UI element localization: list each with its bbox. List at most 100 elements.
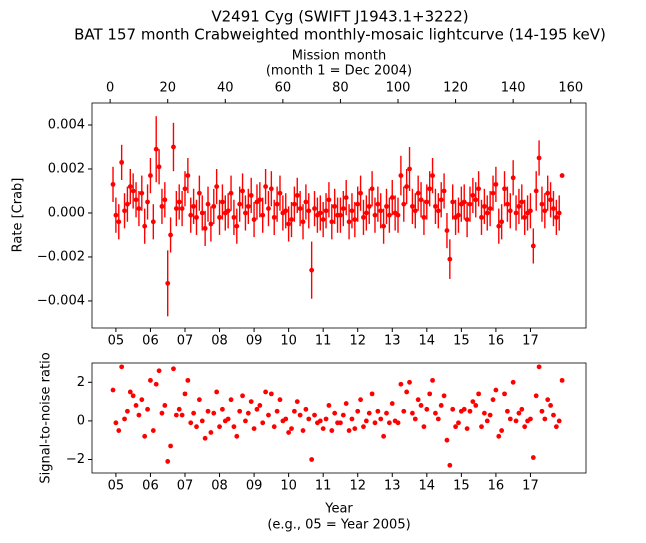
data-point bbox=[113, 212, 119, 218]
data-point bbox=[473, 197, 479, 203]
data-point bbox=[165, 459, 171, 464]
data-point bbox=[484, 418, 490, 424]
data-point bbox=[433, 203, 438, 209]
data-point bbox=[516, 203, 522, 209]
data-point bbox=[502, 391, 507, 397]
x-tick-label: 17 bbox=[522, 334, 539, 349]
data-point bbox=[139, 190, 145, 196]
x-tick-label: 80 bbox=[332, 81, 349, 96]
x-tick-label: 08 bbox=[211, 479, 228, 494]
data-point bbox=[510, 175, 516, 181]
data-point bbox=[199, 210, 205, 216]
data-point bbox=[312, 412, 317, 418]
data-point bbox=[291, 201, 297, 207]
data-point bbox=[122, 416, 127, 422]
data-point bbox=[386, 420, 392, 426]
x-axis-title: Mission month bbox=[292, 49, 387, 64]
x-tick-label: 60 bbox=[275, 81, 292, 96]
data-point bbox=[130, 188, 136, 194]
data-point bbox=[493, 387, 499, 393]
data-point bbox=[481, 203, 487, 209]
data-point bbox=[470, 399, 476, 404]
data-point bbox=[553, 424, 559, 430]
data-point bbox=[453, 424, 458, 430]
data-point bbox=[119, 364, 125, 370]
data-point bbox=[366, 203, 372, 209]
data-point bbox=[211, 203, 217, 209]
data-point bbox=[467, 408, 473, 414]
data-point bbox=[438, 403, 444, 408]
data-point bbox=[487, 412, 493, 418]
data-point bbox=[507, 208, 513, 214]
data-point bbox=[447, 462, 453, 468]
data-point bbox=[553, 214, 559, 220]
data-point bbox=[528, 416, 533, 422]
data-point bbox=[398, 173, 404, 178]
data-point bbox=[266, 412, 271, 418]
data-point bbox=[263, 389, 268, 395]
data-point bbox=[369, 391, 375, 397]
data-point bbox=[248, 192, 254, 198]
x-tick-label: 10 bbox=[280, 334, 297, 349]
data-point bbox=[461, 199, 467, 205]
data-point bbox=[260, 212, 266, 218]
data-point bbox=[188, 420, 194, 426]
data-point bbox=[332, 203, 338, 209]
x-tick-label: 15 bbox=[453, 334, 470, 349]
x-tick-label: 40 bbox=[217, 81, 234, 96]
data-point bbox=[479, 424, 484, 430]
data-point bbox=[127, 389, 133, 395]
data-point bbox=[505, 201, 510, 207]
data-point bbox=[148, 377, 153, 383]
data-point bbox=[427, 391, 433, 397]
data-point bbox=[234, 433, 240, 439]
data-point bbox=[548, 403, 553, 408]
data-point bbox=[450, 406, 456, 412]
x-tick-label: 06 bbox=[142, 334, 159, 349]
data-point bbox=[441, 188, 447, 194]
x-tick-label: 120 bbox=[443, 81, 468, 96]
data-point bbox=[539, 201, 545, 207]
data-point bbox=[412, 416, 418, 422]
x-tick-label: 05 bbox=[108, 479, 125, 494]
data-point bbox=[418, 403, 424, 408]
data-point bbox=[225, 208, 231, 214]
data-point bbox=[361, 214, 366, 220]
data-point bbox=[309, 267, 315, 273]
y-tick-label: −0.002 bbox=[37, 249, 85, 264]
data-point bbox=[326, 197, 332, 203]
x-tick-label: 0 bbox=[106, 81, 114, 96]
data-point bbox=[194, 214, 199, 220]
data-point bbox=[277, 190, 283, 196]
data-point bbox=[481, 410, 487, 416]
data-point bbox=[556, 210, 562, 216]
data-point bbox=[125, 408, 130, 414]
data-point bbox=[329, 428, 335, 433]
data-point bbox=[340, 412, 346, 418]
x-tick-label: 11 bbox=[315, 479, 332, 494]
data-point bbox=[237, 201, 243, 207]
data-point bbox=[231, 214, 237, 220]
data-point bbox=[142, 223, 148, 229]
data-point bbox=[375, 201, 381, 207]
data-point bbox=[421, 424, 427, 430]
data-point bbox=[214, 389, 220, 395]
data-point bbox=[196, 190, 202, 196]
data-point bbox=[507, 416, 513, 422]
data-point bbox=[395, 212, 401, 218]
data-point bbox=[317, 418, 323, 424]
y-tick-label: 0.000 bbox=[48, 205, 85, 220]
data-point bbox=[116, 428, 122, 433]
data-point bbox=[260, 420, 266, 426]
data-point bbox=[234, 223, 240, 229]
data-point bbox=[427, 186, 433, 192]
data-point bbox=[150, 219, 156, 225]
data-point bbox=[176, 406, 182, 412]
x-tick-label: 11 bbox=[315, 334, 332, 349]
data-point bbox=[450, 199, 456, 205]
data-point bbox=[476, 391, 482, 397]
data-point bbox=[153, 381, 159, 387]
data-point bbox=[551, 412, 556, 418]
data-point bbox=[556, 418, 562, 424]
data-point bbox=[217, 424, 222, 430]
